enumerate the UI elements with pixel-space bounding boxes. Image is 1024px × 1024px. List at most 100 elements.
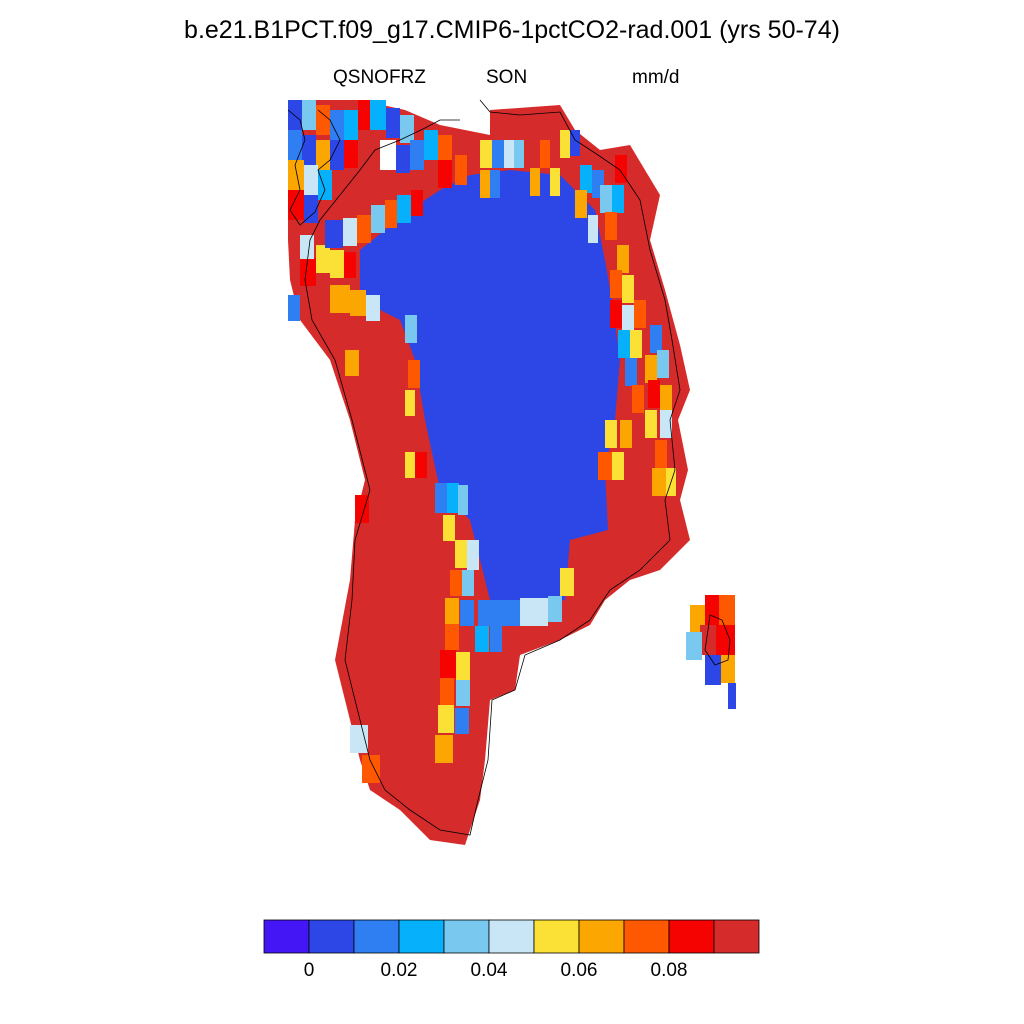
grid-cell <box>302 135 316 165</box>
grid-cell <box>304 195 318 223</box>
grid-cell <box>458 485 468 515</box>
grid-cell <box>460 600 474 626</box>
ice-sheet-interior <box>360 170 620 605</box>
grid-cell <box>478 600 520 626</box>
grid-cell <box>330 140 344 170</box>
grid-cell <box>560 130 570 158</box>
grid-cell <box>385 200 397 228</box>
grid-cell <box>480 140 492 168</box>
grid-cell <box>618 330 630 358</box>
grid-cell <box>575 190 587 218</box>
coastline <box>287 109 341 226</box>
grid-cell <box>400 115 414 143</box>
grid-cell <box>700 625 716 655</box>
grid-cell <box>362 755 380 783</box>
grid-cell <box>550 168 560 196</box>
grid-cell <box>380 140 396 170</box>
grid-cell <box>405 390 415 416</box>
grid-cell <box>620 420 632 448</box>
colorbar-tick-label: 0.04 <box>470 960 508 981</box>
grid-cell <box>530 168 540 196</box>
grid-cell <box>410 140 424 170</box>
variable-label: QSNOFRZ <box>333 67 426 88</box>
grid-cell <box>630 330 642 358</box>
grid-cell <box>350 290 366 316</box>
grid-cell <box>424 130 438 160</box>
grid-cell <box>344 140 358 168</box>
colorbar-swatch <box>263 919 310 954</box>
grid-cell <box>355 495 369 523</box>
coastline <box>704 614 731 666</box>
grid-cell <box>438 160 452 188</box>
colorbar-swatch <box>488 919 535 954</box>
grid-cell <box>370 100 386 130</box>
season-label: SON <box>486 67 528 88</box>
grid-cell <box>657 350 669 378</box>
grid-cell <box>304 165 318 195</box>
colorbar-swatch <box>623 919 670 954</box>
grid-cell <box>445 598 459 624</box>
grid-cell <box>605 420 617 448</box>
colorbar-swatch <box>533 919 580 954</box>
grid-cell <box>610 300 622 328</box>
grid-cell <box>632 385 644 413</box>
colorbar-swatch <box>668 919 715 954</box>
grid-cell <box>617 245 629 273</box>
colorbar-tick-label: 0.06 <box>560 960 598 981</box>
grid-cell <box>514 140 524 168</box>
grid-cell <box>330 110 344 140</box>
grid-cell <box>612 452 624 480</box>
grid-cell <box>648 380 660 408</box>
grid-cell <box>686 632 702 660</box>
colorbar-swatch <box>308 919 355 954</box>
grid-cell <box>357 215 371 243</box>
grid-cell <box>625 358 637 386</box>
grid-cell <box>405 452 415 478</box>
grid-cell <box>358 100 370 130</box>
colorbar-tick-label: 0 <box>303 960 315 981</box>
grid-cell <box>405 315 417 343</box>
grid-cell <box>721 655 735 683</box>
grid-cell <box>455 540 467 568</box>
colorbar-swatch <box>398 919 445 954</box>
grid-cell <box>610 270 622 298</box>
grid-cell <box>330 285 350 313</box>
grid-cell <box>490 626 502 652</box>
grid-cell <box>622 305 634 333</box>
grid-cell <box>411 190 423 216</box>
grid-cell <box>438 135 452 163</box>
grid-cell <box>600 185 612 213</box>
grid-cell <box>371 205 385 233</box>
grid-cell <box>344 252 356 278</box>
grid-cell <box>520 598 548 626</box>
grid-cell <box>655 440 667 468</box>
grid-cell <box>540 140 550 168</box>
grid-cell <box>435 483 447 513</box>
grid-cell <box>645 410 657 438</box>
grid-cell <box>719 595 735 625</box>
grid-cell <box>612 185 624 213</box>
grid-cell <box>300 258 316 286</box>
grid-cell <box>467 540 479 570</box>
grid-cell <box>456 680 470 706</box>
grid-cell <box>350 725 368 753</box>
grid-cell <box>728 683 736 709</box>
grid-cell <box>456 652 470 680</box>
grid-cell <box>302 100 316 130</box>
grid-cell <box>440 678 454 706</box>
grid-cell <box>455 155 467 185</box>
grid-cell <box>345 350 359 376</box>
grid-cell <box>716 625 735 655</box>
grid-cell <box>415 452 427 478</box>
grid-cell <box>650 325 662 353</box>
grid-cell <box>316 245 330 273</box>
grid-cell <box>580 165 592 193</box>
grid-cell <box>560 568 574 596</box>
grid-cell <box>455 708 469 734</box>
grid-cell <box>435 735 453 763</box>
grid-cell <box>288 160 304 190</box>
colorbar-swatch <box>353 919 400 954</box>
grid-cell <box>462 570 474 596</box>
grid-cell <box>445 624 459 650</box>
